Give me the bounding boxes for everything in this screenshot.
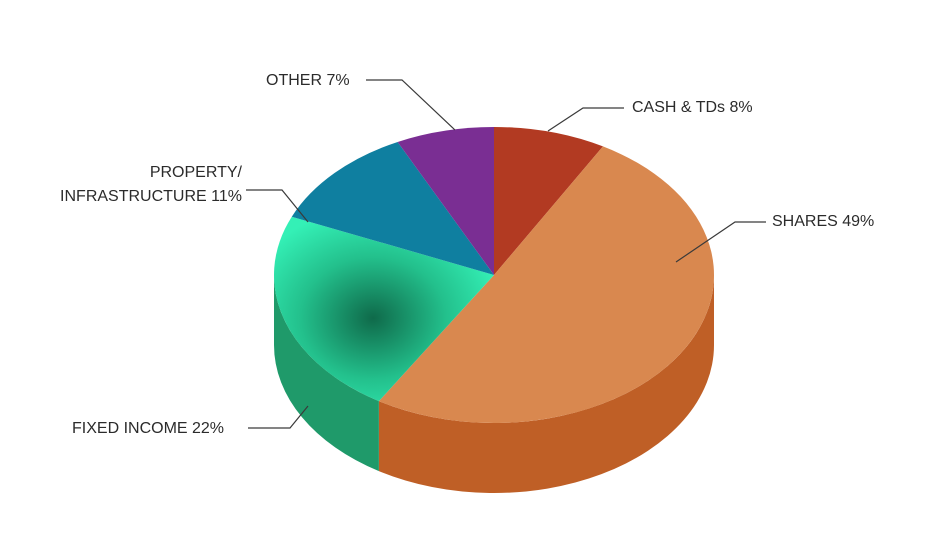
label-other: OTHER 7% — [266, 72, 350, 89]
leader-other — [366, 79, 456, 131]
slice-shares — [378, 146, 714, 423]
label-property-line1: PROPERTY/ — [150, 164, 243, 181]
leader-fixed-income — [248, 405, 309, 429]
pie-slices — [274, 127, 714, 423]
label-fixed-income: FIXED INCOME 22% — [72, 420, 224, 437]
leader-property — [246, 189, 309, 223]
leader-shares — [675, 221, 766, 263]
side-shares — [378, 275, 714, 493]
pie-sides — [274, 275, 714, 493]
label-cash: CASH & TDs 8% — [632, 99, 753, 116]
side-fixed-income — [274, 275, 379, 472]
slice-property-infrastructure — [291, 141, 494, 275]
leader-lines — [246, 79, 766, 429]
slice-cash-tds — [494, 127, 603, 275]
leader-cash — [547, 107, 624, 132]
slice-other — [397, 127, 494, 275]
slice-fixed-income — [274, 216, 494, 402]
label-property-line2: INFRASTRUCTURE 11% — [60, 188, 242, 205]
label-shares: SHARES 49% — [772, 213, 874, 230]
